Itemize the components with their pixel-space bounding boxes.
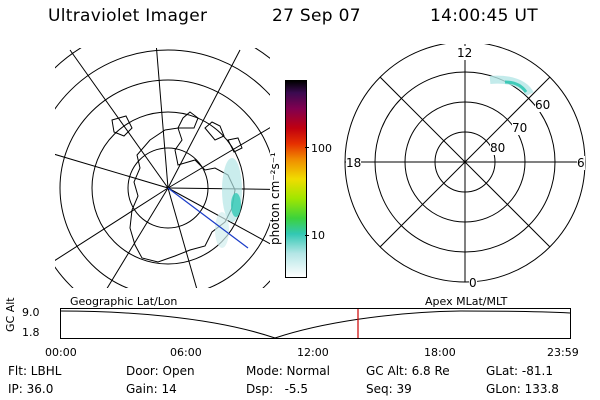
glon-readout: GLon: 133.8	[486, 382, 559, 396]
x-tick-1200: 12:00	[297, 346, 329, 359]
mlt-label-0: 0	[469, 276, 477, 290]
colorbar-tickmark	[305, 235, 309, 236]
colorbar-tickmark	[305, 147, 309, 148]
gain-readout: Gain: 14	[126, 382, 177, 396]
mlt-label-18: 18	[346, 156, 362, 170]
x-tick-2359: 23:59	[547, 346, 579, 359]
dsp-readout: Dsp: -5.5	[246, 382, 309, 396]
polar-mlt-plot	[344, 44, 586, 283]
time-label: 14:00:45 UT	[430, 6, 538, 26]
door-readout: Door: Open	[126, 364, 195, 378]
colorbar-unit-label: photon cm⁻²s⁻¹	[268, 152, 282, 245]
y-tick-top: 9.0	[22, 306, 40, 319]
filter-readout: Flt: LBHL	[8, 364, 62, 378]
colorbar-tick-10: 10	[311, 229, 325, 242]
lat-label-60: 60	[535, 98, 551, 112]
ip-readout: IP: 36.0	[8, 382, 54, 396]
seq-readout: Seq: 39	[366, 382, 412, 396]
mlt-label-12: 12	[457, 46, 473, 60]
mlt-label-6: 6	[577, 156, 585, 170]
x-tick-0000: 00:00	[45, 346, 77, 359]
aurora-emission-map	[215, 158, 242, 248]
timeline-left-title: Geographic Lat/Lon	[70, 295, 178, 308]
colorbar	[285, 80, 307, 278]
timeline-right-title: Apex MLat/MLT	[425, 295, 508, 308]
x-tick-1800: 18:00	[424, 346, 456, 359]
date-label: 27 Sep 07	[272, 6, 361, 26]
y-tick-bottom: 1.8	[22, 326, 40, 339]
mode-readout: Mode: Normal	[246, 364, 330, 378]
lat-label-70: 70	[512, 121, 528, 135]
instrument-title: Ultraviolet Imager	[48, 6, 208, 26]
timeline-y-axis-label: GC Alt	[4, 297, 17, 332]
geographic-map	[55, 48, 270, 288]
x-tick-0600: 06:00	[170, 346, 202, 359]
colorbar-tick-100: 100	[311, 142, 332, 155]
gc-alt-readout: GC Alt: 6.8 Re	[366, 364, 450, 378]
altitude-timeline-chart	[60, 308, 571, 339]
lat-label-80: 80	[490, 141, 506, 155]
glat-readout: GLat: -81.1	[486, 364, 553, 378]
